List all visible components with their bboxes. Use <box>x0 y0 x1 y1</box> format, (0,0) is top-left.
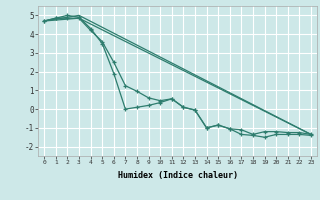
X-axis label: Humidex (Indice chaleur): Humidex (Indice chaleur) <box>118 171 238 180</box>
